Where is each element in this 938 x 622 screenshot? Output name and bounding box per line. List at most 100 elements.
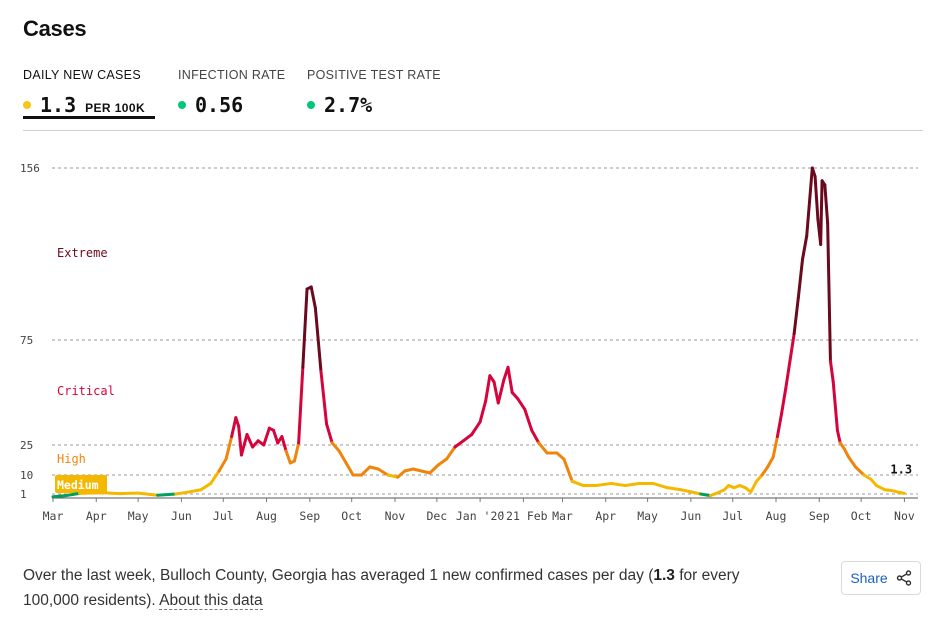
series-line-segment: [826, 221, 832, 363]
x-tick-label: Dec: [426, 509, 447, 523]
x-tick-label: Mar: [552, 509, 573, 523]
x-tick-label: Nov: [385, 509, 406, 523]
series-line-segment: [523, 407, 534, 432]
x-tick-label: Sep: [809, 509, 830, 523]
zone-label: High: [57, 452, 86, 466]
series-line-segment: [359, 465, 372, 477]
series-line-segment: [808, 166, 814, 204]
tab-label: DAILY NEW CASES: [23, 68, 141, 82]
series-line-segment: [470, 420, 482, 436]
series-line-segment: [224, 435, 234, 461]
series-line-segment: [897, 490, 906, 495]
page-title: Cases: [23, 16, 87, 41]
series-line-segment: [301, 287, 309, 369]
series-line-segment: [555, 451, 566, 461]
series-line-segment: [245, 433, 255, 449]
zone-label-background: [55, 475, 107, 493]
series-line-segment: [313, 306, 323, 373]
series-line-segment: [780, 386, 788, 415]
x-tick-label: Jan '20: [456, 509, 505, 523]
series-line-segment: [801, 234, 809, 261]
x-tick-label: Apr: [595, 509, 616, 523]
series-line-segment: [453, 439, 465, 449]
series-line-segment: [330, 441, 341, 453]
series-line-segment: [530, 428, 541, 445]
series-line-segment: [506, 365, 514, 394]
tab-value: 2.7%: [324, 93, 373, 117]
cases-chart: 1 10 25 75 156 Mar Apr May Jun Jul Aug Sep Oct Nov Dec…: [20, 162, 918, 523]
series-line-segment: [284, 449, 292, 465]
series-line-segment: [78, 491, 104, 495]
series-line-segment: [760, 465, 770, 477]
series-line-segment: [156, 492, 178, 497]
series-line-segment: [805, 200, 812, 238]
tab-daily-new-cases[interactable]: DAILY NEW CASES 1.3 PER 100K: [23, 68, 155, 119]
y-tick-label: 75: [20, 334, 33, 347]
series-line-segment: [239, 433, 249, 457]
series-line-segment: [344, 461, 355, 477]
series-line-segment: [537, 441, 549, 455]
series-line-segment: [272, 428, 280, 445]
series-line-segment: [492, 380, 500, 405]
series-line-segment: [396, 469, 407, 479]
status-dot-icon: [307, 101, 315, 109]
tab-label: POSITIVE TEST RATE: [307, 68, 441, 82]
series-line-segment: [594, 481, 613, 488]
series-line-segment: [100, 491, 122, 496]
tab-positive-test-rate[interactable]: POSITIVE TEST RATE 2.7%: [307, 68, 441, 117]
series-line-segment: [609, 481, 627, 488]
tab-value: 1.3: [40, 93, 77, 117]
series-line-segment: [319, 370, 329, 426]
series-line-segment: [262, 426, 271, 447]
x-tick-label: Apr: [86, 509, 107, 523]
series-line-segment: [819, 179, 824, 246]
series-line-segment: [813, 174, 820, 221]
series-line-segment: [337, 449, 348, 465]
x-tick-label: Jul: [722, 509, 743, 523]
tab-unit: PER 100K: [85, 101, 146, 115]
tab-value: 0.56: [195, 93, 244, 117]
series-line-segment: [461, 433, 474, 443]
share-label: Share: [850, 570, 888, 586]
series-line-segment: [699, 492, 712, 498]
zone-label: Critical: [57, 384, 115, 398]
series-line-segment: [784, 359, 792, 390]
series-line-segment: [478, 399, 488, 424]
series-line-segment: [376, 467, 390, 477]
x-tick-label: Oct: [851, 509, 872, 523]
x-tick-label: Jun: [171, 509, 192, 523]
status-dot-icon: [23, 101, 31, 109]
series-line-segment: [280, 435, 288, 453]
series-line-segment: [842, 447, 851, 459]
zone-label: Medium: [57, 478, 99, 492]
about-data-link[interactable]: About this data: [159, 592, 263, 610]
series-line-segment: [292, 441, 301, 463]
share-button[interactable]: Share: [841, 561, 921, 595]
series-line-segment: [325, 422, 334, 445]
series-line-segment: [562, 457, 574, 483]
summary-text: Over the last week, Bulloch County, Geor…: [23, 563, 783, 613]
series-line-segment: [237, 424, 243, 457]
series-line-segment: [828, 359, 835, 384]
x-tick-label: Sep: [299, 509, 320, 523]
x-tick-label: Nov: [894, 509, 915, 523]
series-line-segment: [436, 457, 449, 467]
series-line-segment: [835, 428, 842, 445]
series-line-segment: [665, 486, 683, 492]
x-tick-label: Aug: [256, 509, 277, 523]
series-line-segment: [516, 397, 527, 411]
series-line-segment: [796, 257, 805, 300]
series-line-segment: [847, 455, 858, 469]
series-line-segment: [309, 285, 317, 310]
x-tick-label: May: [128, 509, 149, 523]
series-line-segment: [749, 479, 758, 494]
series-line-segment: [771, 435, 779, 459]
series-line-segment: [651, 481, 669, 490]
data-label-latest: 1.3: [890, 462, 912, 476]
x-tick-label: May: [637, 509, 658, 523]
x-tick-label: Aug: [766, 509, 787, 523]
series-line-segment: [831, 380, 839, 432]
series-line-segment: [788, 332, 796, 363]
series-line-segment: [185, 488, 203, 494]
tab-infection-rate[interactable]: INFECTION RATE 0.56: [178, 68, 285, 117]
